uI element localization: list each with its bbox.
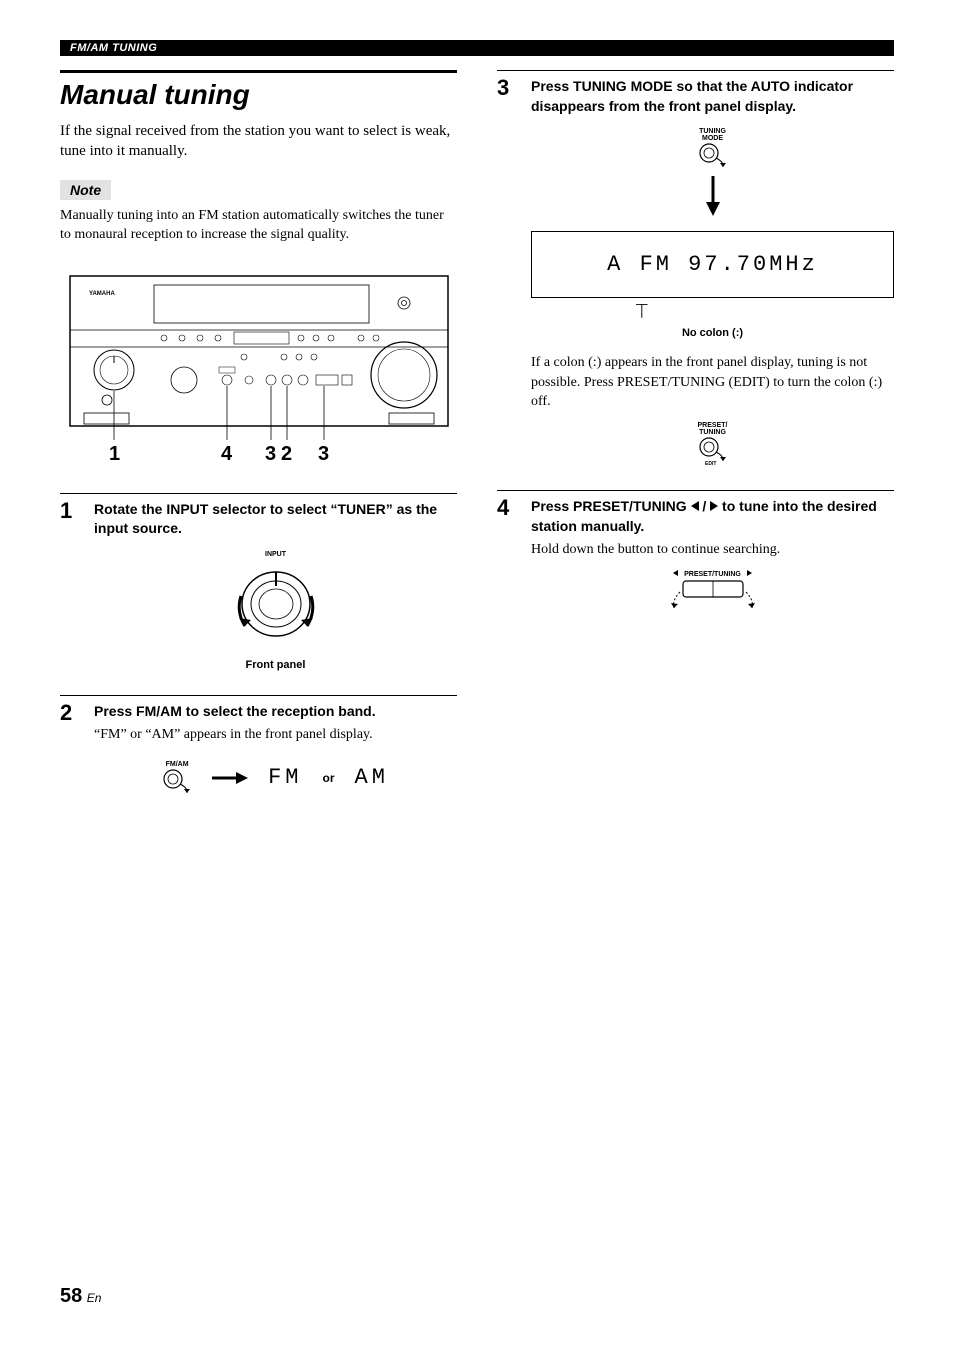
step-3: 3 Press TUNING MODE so that the AUTO ind… xyxy=(497,70,894,466)
colon-pointer xyxy=(531,304,894,322)
step-3-number: 3 xyxy=(497,77,517,99)
step-4-figure: PRESET/TUNING xyxy=(531,570,894,615)
two-column-layout: Manual tuning If the signal received fro… xyxy=(60,70,894,818)
fm-display: FM xyxy=(268,765,302,790)
step-1-figure: INPUT Front panel xyxy=(94,551,457,671)
front-display-box: A FM 97.70MHz xyxy=(531,231,894,298)
step-3-figure-top: TUNING MODE xyxy=(531,128,894,221)
rocker-button-icon xyxy=(668,578,758,610)
arrow-down-icon xyxy=(703,176,723,216)
note-label: Note xyxy=(60,180,111,200)
callout-3a: 3 xyxy=(265,443,276,465)
no-colon-caption: No colon (:) xyxy=(531,327,894,339)
small-tri-right-icon xyxy=(747,570,752,576)
header-section-bar: FM/AM TUNING xyxy=(60,40,894,56)
step-3-figure-bottom: PRESET/ TUNING EDIT xyxy=(531,422,894,466)
fm-am-button-icon: FM/AM xyxy=(162,761,192,794)
step-1-number: 1 xyxy=(60,500,80,522)
tuning-mode-label: TUNING MODE xyxy=(699,128,726,142)
fm-am-btn-label: FM/AM xyxy=(166,761,189,768)
input-knob-icon xyxy=(231,558,321,648)
page-number: 58 xyxy=(60,1285,82,1307)
step-3-desc: If a colon (:) appears in the front pane… xyxy=(531,353,894,412)
header-section-text: FM/AM TUNING xyxy=(70,42,157,54)
preset-tuning-button-icon: EDIT xyxy=(698,436,728,466)
triangle-left-icon xyxy=(691,501,699,511)
intro-paragraph: If the signal received from the station … xyxy=(60,121,457,162)
step-2-figure: FM/AM FM xyxy=(94,761,457,794)
display-readout: A FM 97.70MHz xyxy=(607,252,818,277)
input-knob-label: INPUT xyxy=(94,551,457,558)
or-label: or xyxy=(323,771,335,785)
arrow-right-icon xyxy=(212,771,248,785)
step-4-title-a: Press PRESET/TUNING xyxy=(531,498,691,514)
left-column: Manual tuning If the signal received fro… xyxy=(60,70,457,818)
page-title: Manual tuning xyxy=(60,70,457,111)
brand-text: YAMAHA xyxy=(89,291,115,297)
page-footer: 58 En xyxy=(60,1285,101,1308)
callout-3b: 3 xyxy=(318,443,329,465)
step-2-title: Press FM/AM to select the reception band… xyxy=(94,702,457,722)
right-column: 3 Press TUNING MODE so that the AUTO ind… xyxy=(497,70,894,818)
tuning-mode-button-icon xyxy=(698,142,728,168)
step-2: 2 Press FM/AM to select the reception ba… xyxy=(60,695,457,794)
step-1: 1 Rotate the INPUT selector to select “T… xyxy=(60,493,457,671)
front-panel-caption: Front panel xyxy=(94,659,457,671)
push-button-icon xyxy=(162,768,192,794)
am-display: AM xyxy=(355,765,389,790)
triangle-right-icon xyxy=(710,501,718,511)
preset-tuning-rocker-label: PRESET/TUNING xyxy=(684,571,741,578)
callout-2: 2 xyxy=(281,443,292,465)
step-4: 4 Press PRESET/TUNING / to tune into the… xyxy=(497,490,894,615)
edit-sublabel: EDIT xyxy=(705,461,716,466)
receiver-diagram: YAMAHA xyxy=(69,275,449,475)
callout-1: 1 xyxy=(109,443,120,465)
step-2-desc: “FM” or “AM” appears in the front panel … xyxy=(94,725,457,745)
small-tri-left-icon xyxy=(673,570,678,576)
step-4-desc: Hold down the button to continue searchi… xyxy=(531,540,894,560)
preset-tuning-label: PRESET/ TUNING xyxy=(698,422,728,436)
step-2-number: 2 xyxy=(60,702,80,724)
note-text: Manually tuning into an FM station autom… xyxy=(60,206,457,245)
page-language: En xyxy=(87,1291,102,1305)
callout-4: 4 xyxy=(221,443,233,465)
step-4-title: Press PRESET/TUNING / to tune into the d… xyxy=(531,497,894,536)
step-3-title: Press TUNING MODE so that the AUTO indic… xyxy=(531,77,894,116)
step-1-title: Rotate the INPUT selector to select “TUN… xyxy=(94,500,457,539)
step-4-number: 4 xyxy=(497,497,517,519)
